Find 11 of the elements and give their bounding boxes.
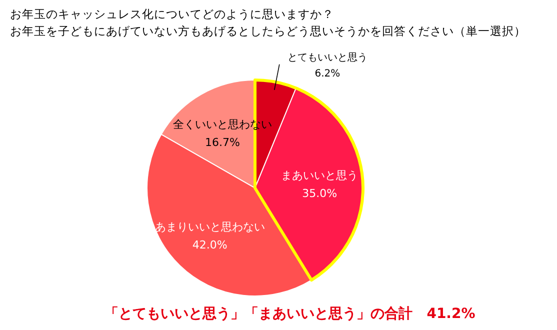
data-label: 16.7% bbox=[205, 136, 240, 149]
data-label: 42.0% bbox=[192, 238, 228, 252]
chart-title: お年玉のキャッシュレス化についてどのように思いますか？ bbox=[10, 7, 334, 21]
slice-label: とてもいいと思う bbox=[287, 52, 368, 64]
slice-label: あまりいいと思わない bbox=[154, 220, 265, 234]
slice-label: まあいいと思う bbox=[281, 168, 358, 182]
data-label: 35.0% bbox=[302, 186, 338, 200]
data-label: 6.2% bbox=[314, 68, 340, 80]
chart-subtitle: お年玉を子どもにあげていない方もあげるとしたらどう思いそうかを回答ください（単一選択） bbox=[10, 24, 526, 38]
slice-label: 全くいいと思わない bbox=[173, 118, 272, 131]
text: 「とてもいいと思う」「まあいいと思う」の合計 41.2% bbox=[104, 306, 476, 322]
